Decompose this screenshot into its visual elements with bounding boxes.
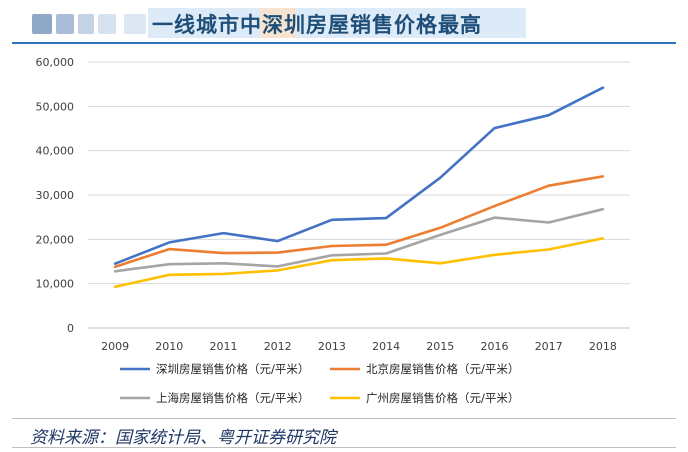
grid-lines <box>88 61 630 329</box>
y-tick-label: 0 <box>67 322 74 335</box>
series-lines <box>113 86 605 289</box>
footer-divider <box>12 447 676 448</box>
x-tick-label: 2009 <box>101 340 129 353</box>
x-tick-label: 2014 <box>372 340 400 353</box>
x-tick-label: 2017 <box>535 340 563 353</box>
x-tick-label: 2012 <box>264 340 292 353</box>
legend-label: 上海房屋销售价格（元/平米） <box>156 391 309 405</box>
series-line <box>113 237 605 289</box>
series-line <box>113 86 605 266</box>
x-tick-label: 2016 <box>481 340 509 353</box>
legend: 深圳房屋销售价格（元/平米） 北京房屋销售价格（元/平米） 上海房屋销售价格（元/平… <box>120 362 519 405</box>
blurred-logo-block <box>78 14 94 34</box>
header: 一线城市中深圳房屋销售价格最高 <box>0 0 688 46</box>
blurred-logo-block <box>32 14 52 34</box>
legend-label: 广州房屋销售价格（元/平米） <box>366 391 519 405</box>
y-tick-label: 30,000 <box>36 189 75 202</box>
title-highlight <box>296 8 526 38</box>
y-tick-label: 60,000 <box>36 56 75 69</box>
source-note: 资料来源：国家统计局、粤开证券研究院 <box>30 428 336 448</box>
legend-label: 北京房屋销售价格（元/平米） <box>366 362 519 376</box>
x-tick-label: 2013 <box>318 340 346 353</box>
x-tick-label: 2018 <box>589 340 617 353</box>
x-tick-label: 2010 <box>155 340 183 353</box>
x-tick-label: 2011 <box>210 340 238 353</box>
series-line <box>113 207 605 273</box>
blurred-logo-block <box>124 14 146 34</box>
y-axis-ticks: 0 10,000 20,000 30,000 40,000 50,000 60,000 <box>36 56 75 335</box>
blurred-logo-block <box>98 14 116 34</box>
y-tick-label: 50,000 <box>36 100 75 113</box>
y-tick-label: 20,000 <box>36 233 75 246</box>
x-tick-label: 2015 <box>426 340 454 353</box>
footer-divider <box>12 418 676 419</box>
y-tick-label: 10,000 <box>36 278 75 291</box>
x-axis-ticks: 2009 2010 2011 2012 2013 2014 2015 2016 2017 2018 <box>101 340 617 353</box>
page-title: 一线城市中深圳房屋销售价格最高 <box>152 13 482 37</box>
header-divider <box>12 42 676 44</box>
blurred-logo-block <box>56 14 74 34</box>
legend-label: 深圳房屋销售价格（元/平米） <box>156 362 309 376</box>
series-line <box>113 175 605 269</box>
title-highlight <box>148 8 260 38</box>
title-highlight <box>260 8 296 38</box>
y-tick-label: 40,000 <box>36 145 75 158</box>
